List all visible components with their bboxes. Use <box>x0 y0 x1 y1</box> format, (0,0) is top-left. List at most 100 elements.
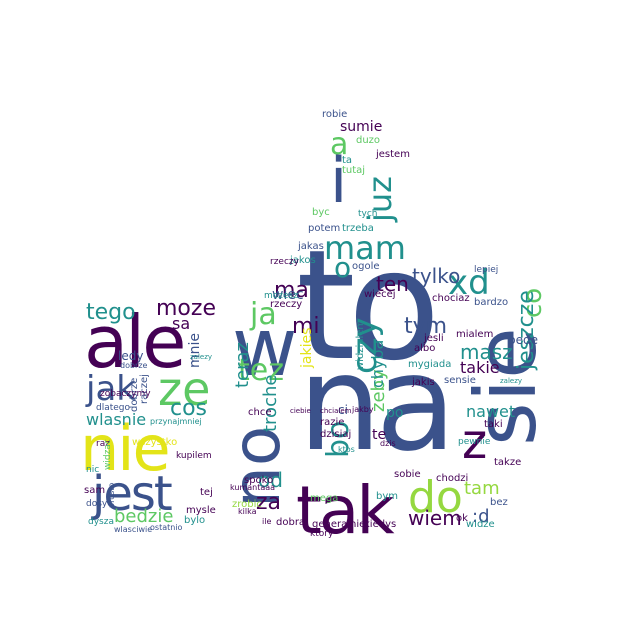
cloud-word: sobie <box>394 469 421 480</box>
cloud-word: troche <box>260 374 281 432</box>
cloud-word: cos <box>170 396 208 421</box>
cloud-word: kumantaaa <box>230 483 276 492</box>
cloud-word: dlatego <box>96 403 131 413</box>
cloud-word: wiem <box>408 506 462 530</box>
cloud-word: jakies <box>299 327 315 368</box>
cloud-word: pewnie <box>458 437 491 447</box>
cloud-word: na <box>298 327 457 481</box>
cloud-word: sensie <box>444 375 476 386</box>
cloud-word: ze <box>158 362 211 416</box>
cloud-word: mam <box>324 229 406 267</box>
cloud-word: mygiada <box>408 359 452 370</box>
cloud-word: takie <box>460 358 500 377</box>
cloud-word: mnie <box>187 332 203 368</box>
cloud-word: jak <box>86 369 136 409</box>
cloud-word: zalezy <box>500 377 523 385</box>
cloud-word: jesli <box>424 333 444 344</box>
cloud-word: wiec <box>272 287 304 303</box>
cloud-word: dysza <box>88 517 114 527</box>
cloud-word: teraz <box>232 341 253 388</box>
cloud-word: ledy <box>118 349 144 363</box>
cloud-word: chce <box>248 407 272 418</box>
cloud-word: kilka <box>238 507 257 516</box>
cloud-word: mega <box>310 493 339 504</box>
cloud-word: te <box>372 427 387 443</box>
cloud-word: widzialem <box>355 319 366 370</box>
cloud-word: bedzie <box>114 506 174 527</box>
cloud-word: nie <box>80 412 171 485</box>
cloud-word: dzisiaj <box>320 429 352 440</box>
cloud-word: wlasnie <box>86 410 147 429</box>
cloud-word: zobaczymy <box>100 389 151 399</box>
cloud-word: takze <box>494 457 522 468</box>
cloud-word: generalnie <box>312 519 366 530</box>
cloud-word: ta <box>342 155 353 166</box>
cloud-word: jakis <box>412 377 435 388</box>
cloud-word: moze <box>156 296 216 321</box>
cloud-word: widze <box>466 519 495 530</box>
cloud-word: ja <box>250 297 277 332</box>
cloud-word: ktos <box>338 445 355 454</box>
cloud-word: chyba <box>368 339 387 388</box>
cloud-word: dobrze <box>120 361 148 370</box>
cloud-word: tutaj <box>342 165 366 176</box>
cloud-word: masz <box>460 340 513 364</box>
cloud-word: robie <box>322 109 348 120</box>
cloud-word: zalezy <box>190 353 213 361</box>
cloud-word: rzeczy <box>270 257 299 267</box>
cloud-word: tym <box>404 314 448 339</box>
cloud-word: z <box>462 414 488 470</box>
cloud-word: nic <box>86 465 100 475</box>
cloud-word: ostatnio <box>150 523 183 532</box>
cloud-word: tez <box>238 353 284 388</box>
cloud-word: xd <box>448 263 490 303</box>
cloud-word: do <box>408 472 463 523</box>
cloud-word: chodzi <box>436 473 469 484</box>
cloud-word: byc <box>312 207 330 218</box>
cloud-word: sam <box>84 485 106 496</box>
cloud-word: widzac <box>103 439 113 470</box>
cloud-word: bym <box>376 491 399 502</box>
cloud-word: jeszcze <box>514 290 539 370</box>
cloud-word: bez <box>490 497 508 508</box>
cloud-word: i <box>330 144 348 217</box>
cloud-word: to <box>296 217 441 394</box>
cloud-word: bylo <box>184 515 206 526</box>
cloud-word: bardzo <box>474 297 509 308</box>
cloud-word: prosto <box>107 482 116 508</box>
cloud-word: wlasciwie <box>114 525 153 534</box>
cloud-word: wszystko <box>132 437 178 448</box>
cloud-word: ok <box>456 513 468 524</box>
cloud-word: mi <box>292 314 320 339</box>
cloud-word: dosyc <box>86 499 113 509</box>
cloud-word: ile <box>262 517 272 526</box>
cloud-word: sumie <box>340 119 383 135</box>
cloud-word: raz <box>96 439 110 449</box>
cloud-word: dzis <box>380 439 396 448</box>
cloud-word: chociaz <box>432 293 470 304</box>
cloud-word: jakas <box>298 241 324 252</box>
cloud-word: taki <box>484 419 503 430</box>
cloud-word: tak <box>296 472 395 549</box>
cloud-word: chcialem <box>320 407 352 415</box>
cloud-word: lepiej <box>474 265 499 275</box>
cloud-word: ogole <box>352 261 380 272</box>
cloud-word: przynajmniej <box>150 417 202 426</box>
cloud-word: mysle <box>186 505 216 516</box>
cloud-word: sa <box>172 314 191 333</box>
cloud-word: spoko <box>244 475 274 486</box>
cloud-word: trzeba <box>342 223 374 234</box>
cloud-word: bede <box>508 333 538 347</box>
cloud-word: o <box>334 251 352 284</box>
cloud-word: dobra <box>276 517 306 528</box>
cloud-word: jakby <box>352 405 374 414</box>
cloud-word: ten <box>376 272 409 296</box>
cloud-word: tego <box>86 300 136 325</box>
cloud-word: zrobic <box>232 499 262 510</box>
cloud-word: ci <box>338 403 348 417</box>
cloud-word: nawet <box>466 402 516 421</box>
cloud-word: w <box>232 301 298 394</box>
cloud-word: albo <box>414 343 436 354</box>
cloud-word: po <box>386 405 404 421</box>
